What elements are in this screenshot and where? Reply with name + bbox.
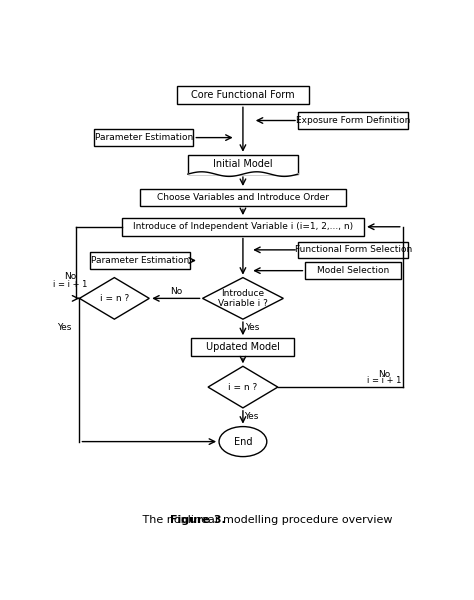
Text: Yes: Yes (57, 323, 72, 332)
Text: Figure 3.: Figure 3. (170, 515, 226, 525)
Polygon shape (202, 278, 283, 319)
Bar (191, 338, 294, 356)
Text: Initial Model: Initial Model (213, 160, 273, 169)
Text: i = n ?: i = n ? (228, 383, 257, 392)
Text: Yes: Yes (244, 412, 258, 421)
Bar (305, 262, 401, 279)
Text: Parameter Estimation: Parameter Estimation (91, 256, 189, 265)
Polygon shape (80, 278, 149, 319)
Text: i = n ?: i = n ? (100, 294, 129, 303)
Bar (122, 218, 364, 236)
Text: The nonlinear modelling procedure overview: The nonlinear modelling procedure overvi… (139, 515, 393, 525)
Text: Choose Variables and Introduce Order: Choose Variables and Introduce Order (157, 193, 329, 202)
Text: No: No (378, 370, 391, 379)
Text: Yes: Yes (245, 323, 259, 332)
Text: Model Selection: Model Selection (317, 266, 389, 275)
Text: Core Functional Form: Core Functional Form (191, 90, 295, 100)
Ellipse shape (219, 427, 267, 457)
Bar (94, 129, 193, 146)
Text: Functional Form Selection: Functional Form Selection (294, 245, 412, 254)
Bar (140, 189, 346, 206)
Text: i = i + 1: i = i + 1 (53, 280, 88, 289)
Text: Introduce of Independent Variable i (i=1, 2,..., n): Introduce of Independent Variable i (i=1… (133, 222, 353, 231)
Bar (177, 86, 309, 104)
Text: Exposure Form Definition: Exposure Form Definition (296, 116, 410, 125)
Bar (188, 155, 298, 174)
Text: End: End (234, 437, 252, 446)
Text: No: No (170, 287, 182, 296)
Text: No: No (64, 272, 76, 281)
Bar (91, 252, 190, 269)
Text: Parameter Estimation: Parameter Estimation (95, 133, 193, 142)
Text: Introduce
Variable i ?: Introduce Variable i ? (218, 289, 268, 308)
Text: i = i + 1: i = i + 1 (367, 376, 401, 385)
Bar (298, 242, 408, 258)
Text: Updated Model: Updated Model (206, 342, 280, 352)
Polygon shape (208, 366, 278, 408)
Bar (298, 112, 408, 129)
